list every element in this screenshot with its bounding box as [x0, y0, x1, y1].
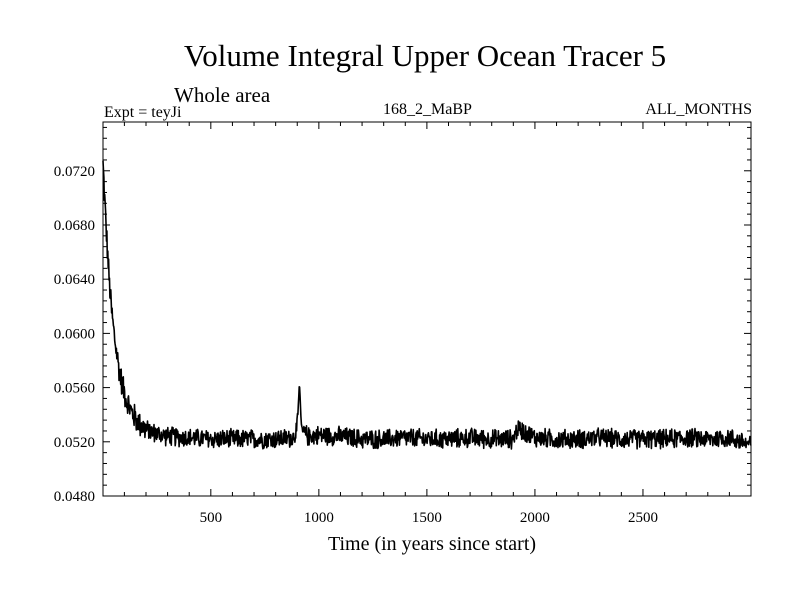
x-tick-label: 2500 [628, 510, 658, 526]
period-label: 168_2_MaBP [383, 101, 472, 118]
y-tick-label: 0.0520 [54, 435, 95, 451]
x-axis-label: Time (in years since start) [328, 533, 536, 555]
y-tick-label: 0.0600 [54, 326, 95, 342]
x-tick-label: 500 [200, 510, 223, 526]
series-line [102, 160, 752, 450]
months-label: ALL_MONTHS [645, 101, 752, 118]
plot-frame [102, 121, 752, 497]
y-tick-label: 0.0480 [54, 489, 95, 505]
y-tick-label: 0.0560 [54, 381, 95, 397]
x-tick-label: 2000 [520, 510, 550, 526]
x-tick-label: 1500 [412, 510, 442, 526]
experiment-label: Expt = teyJi [104, 104, 182, 121]
y-tick-label: 0.0640 [54, 272, 95, 288]
chart-subtitle: Whole area [174, 83, 271, 107]
y-tick-label: 0.0680 [54, 218, 95, 234]
chart-title: Volume Integral Upper Ocean Tracer 5 [183, 38, 667, 73]
y-tick-label: 0.0720 [54, 164, 95, 180]
tick-labels: 500 1000 1500 2000 2500 0.0480 0.0520 0.0560 0.0… [54, 164, 658, 526]
x-tick-label: 1000 [304, 510, 334, 526]
